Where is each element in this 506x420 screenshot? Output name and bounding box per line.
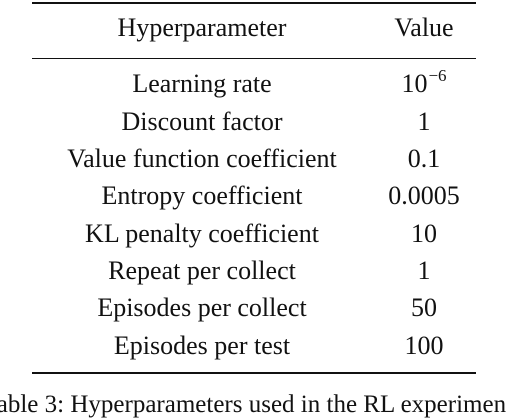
row-value-episodes-per-collect: 50 (411, 293, 437, 322)
header-value: Value (394, 13, 454, 42)
value-base: 10 (401, 69, 428, 98)
row-value-value-function-coefficient: 0.1 (407, 144, 441, 173)
table-top-rule (32, 2, 476, 4)
row-name-entropy-coefficient: Entropy coefficient (101, 181, 303, 210)
row-name-episodes-per-test: Episodes per test (113, 331, 291, 360)
row-name-value-function-coefficient: Value function coefficient (67, 144, 337, 173)
table-caption: Table 3: Hyperparameters used in the RL … (0, 391, 506, 418)
row-value-entropy-coefficient: 0.0005 (388, 181, 460, 210)
row-name-repeat-per-collect: Repeat per collect (108, 256, 296, 285)
row-name-learning-rate: Learning rate (132, 69, 272, 98)
row-value-discount-factor: 1 (417, 107, 431, 136)
row-value-repeat-per-collect: 1 (417, 256, 431, 285)
value-exponent: −6 (428, 66, 447, 85)
table-header-rule (32, 58, 476, 60)
row-name-episodes-per-collect: Episodes per collect (97, 293, 307, 322)
header-hyperparameter: Hyperparameter (117, 13, 287, 42)
row-name-kl-penalty-coefficient: KL penalty coefficient (85, 219, 319, 248)
row-name-discount-factor: Discount factor (121, 107, 283, 136)
row-value-learning-rate: 10−6 (372, 66, 476, 99)
row-value-episodes-per-test: 100 (404, 331, 444, 360)
row-value-kl-penalty-coefficient: 10 (411, 219, 437, 248)
table-bottom-rule (32, 372, 476, 374)
